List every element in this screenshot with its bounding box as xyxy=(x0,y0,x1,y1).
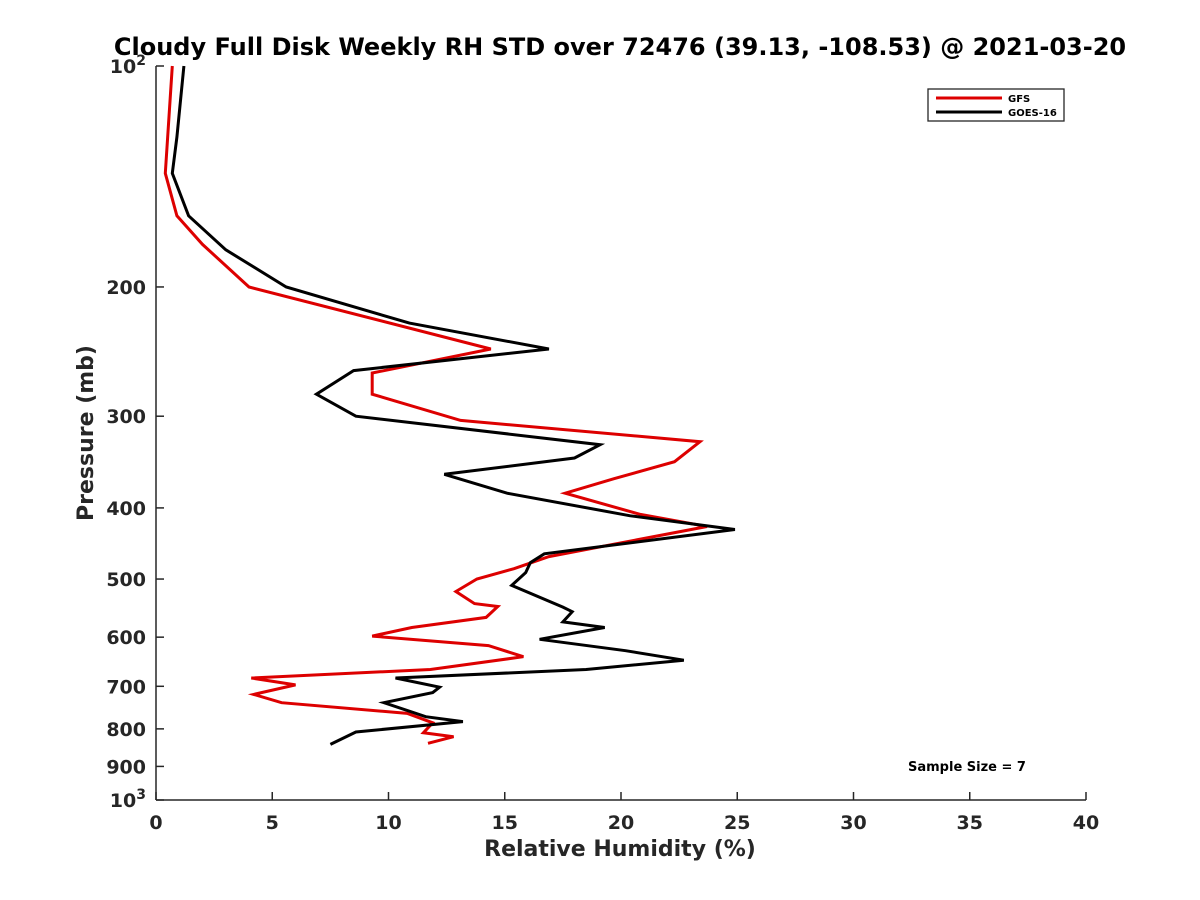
y-tick-label: 400 xyxy=(106,498,146,520)
y-tick-label: 900 xyxy=(106,756,146,778)
x-tick-label: 35 xyxy=(957,812,983,834)
y-tick-label: 600 xyxy=(106,627,146,649)
series-line-goes-16 xyxy=(170,65,736,746)
y-tick-label-base: 10 xyxy=(110,56,136,78)
y-tick-label: 300 xyxy=(106,406,146,428)
x-tick-label: 0 xyxy=(149,812,162,834)
y-tick-label: 102 xyxy=(110,53,146,78)
y-tick-label: 103 xyxy=(110,787,146,812)
chart-title: Cloudy Full Disk Weekly RH STD over 7247… xyxy=(114,33,1126,61)
y-axis-label: Pressure (mb) xyxy=(74,345,99,521)
y-tick-label: 700 xyxy=(106,676,146,698)
y-tick-label: 800 xyxy=(106,719,146,741)
series-line-gfs xyxy=(163,65,708,745)
legend-box xyxy=(927,88,1065,122)
y-tick-label-base: 10 xyxy=(110,790,136,812)
y-tick-label-exponent: 3 xyxy=(136,787,146,803)
x-tick-label: 5 xyxy=(266,812,279,834)
sample-size-annotation: Sample Size = 7 xyxy=(908,760,1026,775)
x-tick-label: 15 xyxy=(492,812,518,834)
legend-label: GFS xyxy=(1008,94,1030,105)
legend-label: GOES-16 xyxy=(1008,108,1057,119)
y-tick-label: 500 xyxy=(106,569,146,591)
plot-area: 0 5 10 15 20 25 30 35 40102200300400500600700800… xyxy=(106,53,1099,834)
x-tick-label: 10 xyxy=(375,812,401,834)
x-tick-label: 20 xyxy=(608,812,634,834)
x-tick-label: 30 xyxy=(840,812,866,834)
x-tick-label: 25 xyxy=(724,812,750,834)
y-tick-label: 200 xyxy=(106,277,146,299)
x-tick-label: 40 xyxy=(1073,812,1099,834)
y-tick-label-exponent: 2 xyxy=(136,53,146,69)
x-axis-label: Relative Humidity (%) xyxy=(484,837,756,862)
